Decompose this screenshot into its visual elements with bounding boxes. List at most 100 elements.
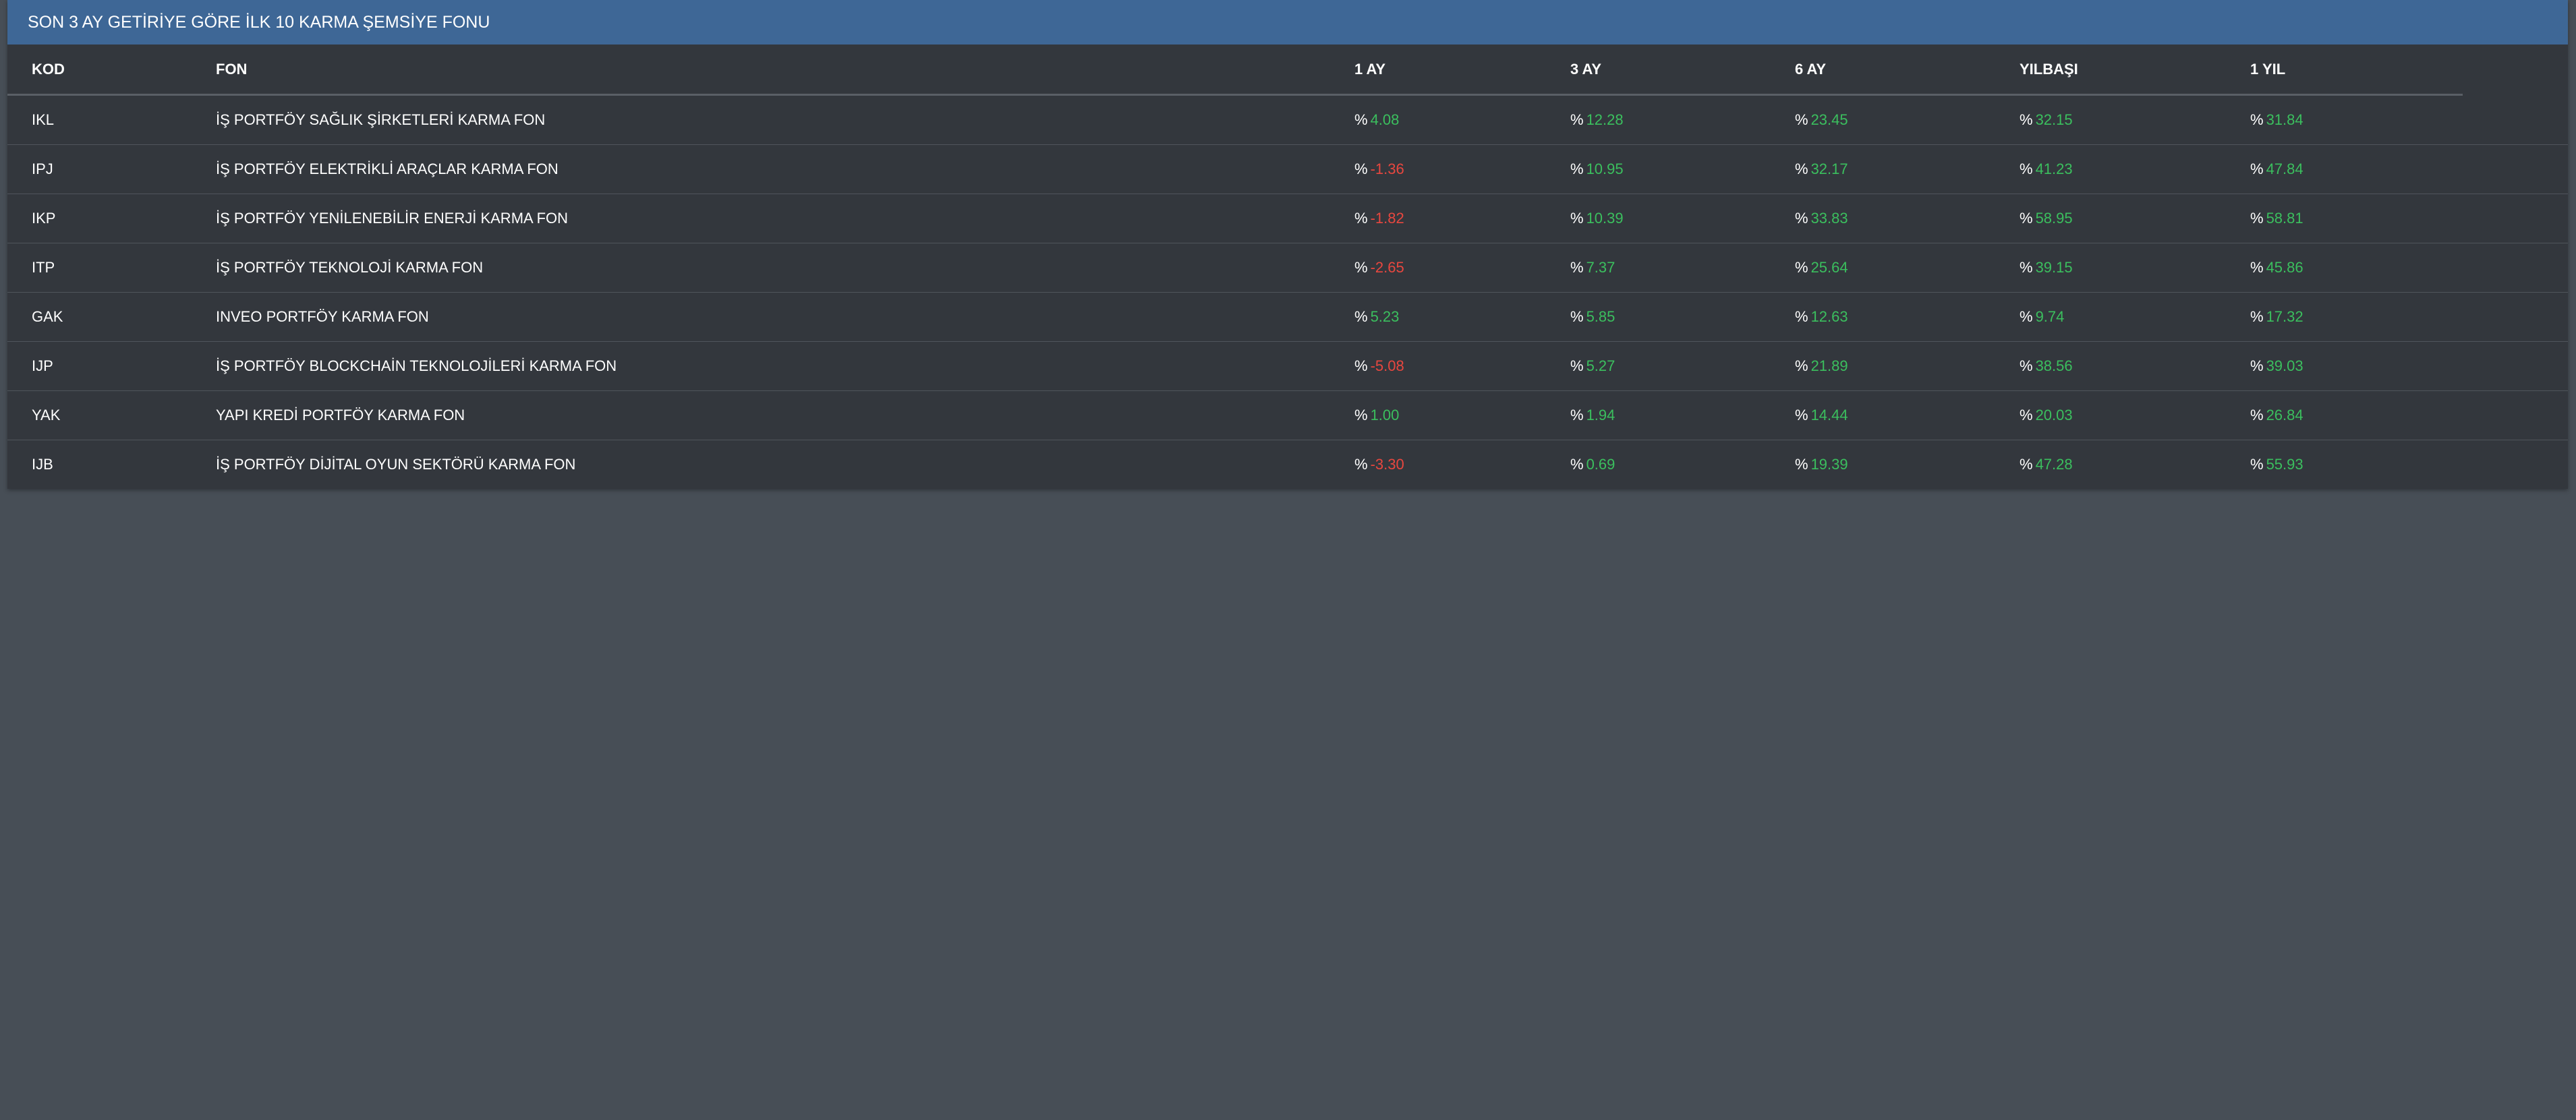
percent-sign: % [2250,357,2264,374]
fund-name[interactable]: İŞ PORTFÖY BLOCKCHAİN TEKNOLOJİLERİ KARM… [216,341,1354,391]
fund-name[interactable]: İŞ PORTFÖY TEKNOLOJİ KARMA FON [216,243,1354,293]
percent-sign: % [2250,456,2264,473]
return-value: 23.45 [1810,111,1848,128]
table-row[interactable]: IKL İŞ PORTFÖY SAĞLIK ŞİRKETLERİ KARMA FO… [7,94,2568,145]
return-cell-3-ay: % 12.28 [1570,94,1795,145]
return-value: 26.84 [2266,407,2303,423]
percent-sign: % [1354,357,1368,374]
fund-name[interactable]: INVEO PORTFÖY KARMA FON [216,292,1354,342]
percent-sign: % [1570,111,1584,128]
column-header-6-ay[interactable]: 6 AY [1795,45,2020,96]
column-header-yilbasi[interactable]: YILBAŞI [2020,45,2250,96]
return-value: 25.64 [1810,259,1848,276]
return-cell-1-ay: % 4.08 [1354,94,1570,145]
fund-code[interactable]: IKL [7,94,216,145]
return-value: 9.74 [2035,308,2065,325]
return-cell-3-ay: % 0.69 [1570,440,1795,490]
fund-code[interactable]: YAK [7,390,216,440]
table-row[interactable]: IJB İŞ PORTFÖY DİJİTAL OYUN SEKTÖRÜ KARMA… [7,440,2568,490]
return-cell-3-ay: % 10.39 [1570,194,1795,243]
fund-name[interactable]: İŞ PORTFÖY DİJİTAL OYUN SEKTÖRÜ KARMA FO… [216,456,576,473]
return-value: 14.44 [1810,407,1848,423]
percent-sign: % [2020,111,2033,128]
column-header-1-yil[interactable]: 1 YIL [2250,45,2463,96]
return-cell-3-ay: % 1.94 [1570,390,1795,440]
return-cell-yilbasi: % 20.03 [2020,390,2250,440]
fund-code[interactable]: IJP [7,341,216,391]
return-cell-yilbasi: % 39.15 [2020,243,2250,293]
return-value: 12.63 [1810,308,1848,325]
percent-sign: % [1354,259,1368,276]
table-row[interactable]: ITP İŞ PORTFÖY TEKNOLOJİ KARMA FON% -2.65%… [7,243,2568,293]
percent-sign: % [2020,308,2033,325]
row-spacer [2463,94,2568,145]
return-value: 12.28 [1586,111,1624,128]
return-value: 17.32 [2266,308,2303,325]
percent-sign: % [1795,308,1808,325]
return-value: -5.08 [1370,357,1404,374]
return-value: 32.15 [2035,111,2073,128]
column-header-spacer [2463,45,2568,95]
panel-title: SON 3 AY GETİRİYE GÖRE İLK 10 KARMA ŞEMS… [7,0,2568,45]
fund-code[interactable]: ITP [7,243,216,293]
return-cell-3-ay: % 10.95 [1570,144,1795,194]
percent-sign: % [1570,259,1584,276]
fund-code[interactable]: GAK [7,292,216,342]
table-row[interactable]: IKP İŞ PORTFÖY YENİLENEBİLİR ENERJİ KARMA… [7,194,2568,243]
return-value: -1.36 [1370,160,1404,177]
return-value: 47.84 [2266,160,2303,177]
return-cell-1-ay: % -3.30 [1354,440,1570,490]
fund-name[interactable]: İŞ PORTFÖY ELEKTRİKLİ ARAÇLAR KARMA FON [216,144,1354,194]
fund-code[interactable]: IPJ [7,144,216,194]
return-cell-yilbasi: % 58.95 [2020,194,2250,243]
table-row[interactable]: IPJ İŞ PORTFÖY ELEKTRİKLİ ARAÇLAR KARMA F… [7,144,2568,194]
percent-sign: % [2250,407,2264,423]
fund-name[interactable]: İŞ PORTFÖY YENİLENEBİLİR ENERJİ KARMA FO… [216,194,1354,243]
return-cell-1-ay: % -1.82 [1354,194,1570,243]
return-cell-1-ay: % -1.36 [1354,144,1570,194]
fund-code[interactable]: IJB [32,456,53,473]
fund-name[interactable]: İŞ PORTFÖY SAĞLIK ŞİRKETLERİ KARMA FON [216,94,1354,145]
percent-sign: % [2020,259,2033,276]
return-cell-yilbasi: % 9.74 [2020,292,2250,342]
return-cell-1-yil: % 26.84 [2250,390,2463,440]
column-header-3-ay[interactable]: 3 AY [1570,45,1795,96]
column-header-fon[interactable]: FON [216,45,1354,96]
percent-sign: % [1795,407,1808,423]
return-cell-6-ay: % 14.44 [1795,390,2020,440]
fund-table: KOD FON 1 AY 3 AY 6 AY YILBAŞI 1 YIL IKL… [7,45,2568,489]
return-cell-1-yil: % 58.81 [2250,194,2463,243]
row-spacer [2463,292,2568,342]
return-cell-6-ay: % 21.89 [1795,341,2020,391]
table-row[interactable]: GAK INVEO PORTFÖY KARMA FON% 5.23% 5.85% 12.… [7,292,2568,342]
return-value: 45.86 [2266,259,2303,276]
column-header-kod[interactable]: KOD [7,45,216,96]
return-cell-3-ay: % 5.85 [1570,292,1795,342]
return-cell-1-yil: % 55.93 [2250,440,2463,490]
percent-sign: % [1570,210,1584,227]
return-cell-1-ay: % -2.65 [1354,243,1570,293]
fund-code[interactable]: IKP [7,194,216,243]
row-spacer [2463,390,2568,440]
percent-sign: % [1570,407,1584,423]
return-value: 10.95 [1586,160,1624,177]
fund-rows: IKL İŞ PORTFÖY SAĞLIK ŞİRKETLERİ KARMA FO… [7,94,2568,490]
row-spacer [2463,144,2568,194]
percent-sign: % [1570,160,1584,177]
return-cell-1-yil: % 17.32 [2250,292,2463,342]
return-cell-6-ay: % 32.17 [1795,144,2020,194]
table-row[interactable]: YAK YAPI KREDİ PORTFÖY KARMA FON% 1.00% 1.9… [7,390,2568,440]
return-value: 39.03 [2266,357,2303,374]
return-value: 47.28 [2035,456,2073,473]
percent-sign: % [1570,456,1584,473]
percent-sign: % [2250,210,2264,227]
column-header-1-ay[interactable]: 1 AY [1354,45,1570,96]
return-cell-1-ay: % 5.23 [1354,292,1570,342]
table-row[interactable]: IJP İŞ PORTFÖY BLOCKCHAİN TEKNOLOJİLERİ K… [7,341,2568,391]
percent-sign: % [1795,456,1808,473]
return-cell-yilbasi: % 47.28 [2020,440,2250,490]
return-value: -1.82 [1370,210,1404,227]
row-spacer [2463,440,2568,490]
fund-name[interactable]: YAPI KREDİ PORTFÖY KARMA FON [216,390,1354,440]
percent-sign: % [2020,456,2033,473]
